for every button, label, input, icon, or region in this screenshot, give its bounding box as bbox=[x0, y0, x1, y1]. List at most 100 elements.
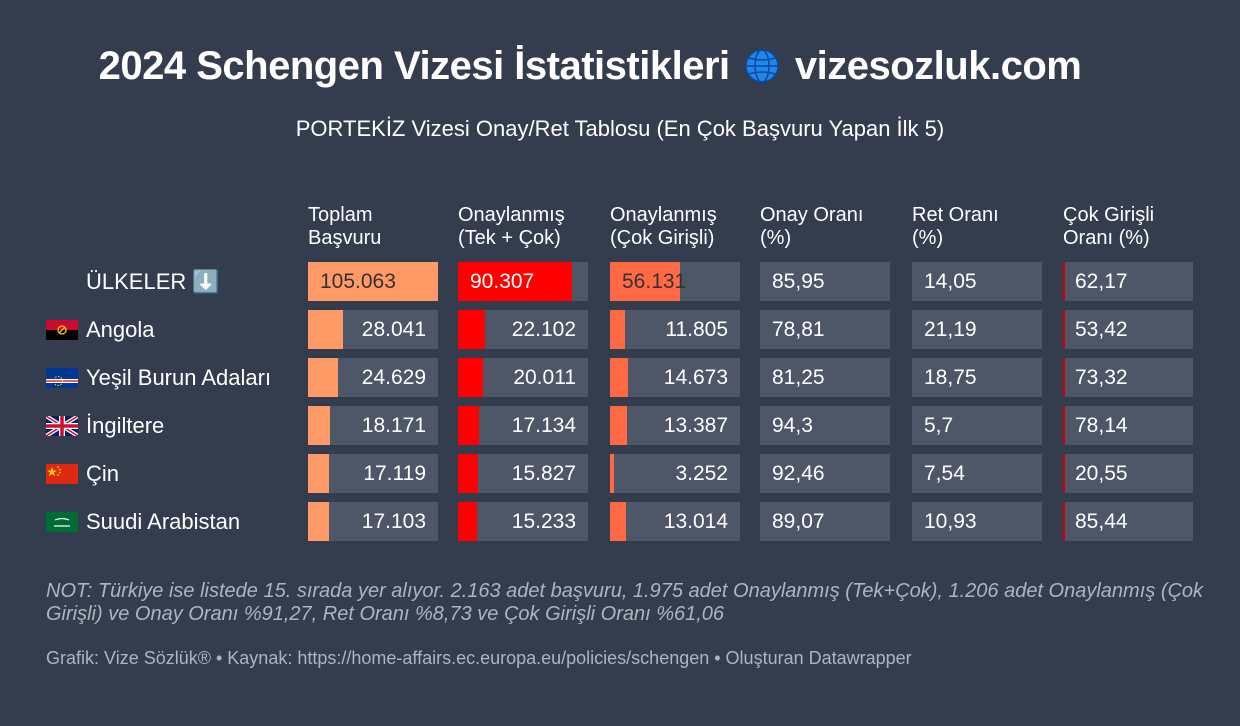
cell-value: 94,3 bbox=[772, 414, 813, 437]
title-text: 2024 Schengen Vizesi İstatistikleri bbox=[98, 44, 730, 88]
value-bar bbox=[610, 262, 681, 301]
cell-value: 89,07 bbox=[772, 510, 825, 533]
table-cell: 73,32 bbox=[1063, 358, 1193, 397]
row-label-text: Yeşil Burun Adaları bbox=[86, 365, 272, 390]
cell-value: 10,93 bbox=[924, 510, 977, 533]
table-cell: 78,81 bbox=[760, 310, 890, 349]
value-bar bbox=[308, 406, 331, 445]
value-bar bbox=[308, 358, 339, 397]
value-bar bbox=[458, 310, 486, 349]
table-cell: 13.387 bbox=[610, 406, 740, 445]
table-cell: 105.063 bbox=[308, 262, 438, 301]
cell-value: 85,44 bbox=[1075, 510, 1128, 533]
saudi-flag-icon bbox=[46, 512, 78, 532]
chart-subtitle: PORTEKİZ Vizesi Onay/Ret Tablosu (En Çok… bbox=[295, 116, 945, 141]
table-cell: 17.103 bbox=[308, 502, 438, 541]
cell-value: 53,42 bbox=[1075, 318, 1128, 341]
row-label: Angola bbox=[46, 310, 155, 350]
cell-value: 17.119 bbox=[363, 462, 426, 485]
column-header-line1: Toplam bbox=[308, 204, 373, 226]
column-header-line1: Onay Oranı bbox=[760, 204, 864, 226]
rate-marker bbox=[1063, 358, 1065, 397]
column-header-2: Onaylanmış (Tek + Çok) bbox=[458, 204, 608, 250]
row-label: Yeşil Burun Adaları bbox=[46, 358, 271, 398]
table-cell: 21,19 bbox=[912, 310, 1042, 349]
cell-value: 17.134 bbox=[511, 414, 576, 437]
value-bar bbox=[458, 502, 477, 541]
cell-value: 15.233 bbox=[511, 510, 576, 533]
cell-value: 11.805 bbox=[665, 318, 728, 341]
value-bar bbox=[308, 502, 330, 541]
cell-value: 5,7 bbox=[924, 414, 954, 437]
cell-value: 20.011 bbox=[513, 366, 576, 389]
cell-value: 62,17 bbox=[1075, 270, 1128, 293]
table-cell: 78,14 bbox=[1063, 406, 1193, 445]
row-label: Suudi Arabistan bbox=[46, 502, 240, 542]
rate-marker bbox=[1063, 406, 1065, 445]
cell-value: 14.673 bbox=[663, 366, 728, 389]
table-cell: 94,3 bbox=[760, 406, 890, 445]
table-cell: 15.233 bbox=[458, 502, 588, 541]
value-bar bbox=[458, 262, 573, 301]
row-label-text: Çin bbox=[86, 461, 120, 486]
rate-marker bbox=[1063, 454, 1065, 493]
table-cell: 18,75 bbox=[912, 358, 1042, 397]
uk-flag-icon bbox=[46, 416, 78, 436]
cell-value: 20,55 bbox=[1075, 462, 1128, 485]
footnote: NOT: Türkiye ise listede 15. sırada yer … bbox=[46, 580, 1204, 625]
table-cell: 92,46 bbox=[760, 454, 890, 493]
column-header-line2: Oranı (%) bbox=[1063, 227, 1150, 249]
table-cell: 85,95 bbox=[760, 262, 890, 301]
rate-marker bbox=[1063, 310, 1065, 349]
cell-value: 13.014 bbox=[663, 510, 728, 533]
value-bar bbox=[610, 406, 627, 445]
cell-value: 18.171 bbox=[361, 414, 426, 437]
column-header-line1: Ret Oranı bbox=[912, 204, 999, 226]
column-header-line2: Başvuru bbox=[308, 227, 382, 249]
column-header-line1: Onaylanmış bbox=[458, 204, 565, 226]
value-bar bbox=[308, 262, 438, 301]
cell-value: 17.103 bbox=[361, 510, 426, 533]
globe-icon bbox=[745, 49, 780, 83]
cell-value: 90.307 bbox=[470, 270, 535, 293]
table-cell: 81,25 bbox=[760, 358, 890, 397]
cell-value: 18,75 bbox=[924, 366, 977, 389]
angola-flag-icon bbox=[46, 320, 78, 340]
value-bar bbox=[458, 406, 480, 445]
table-cell: 56.131 bbox=[610, 262, 740, 301]
cell-value: 92,46 bbox=[772, 462, 825, 485]
column-header-line2: (Çok Girişli) bbox=[610, 227, 715, 249]
table-cell: 89,07 bbox=[760, 502, 890, 541]
cell-value: 105.063 bbox=[320, 270, 396, 293]
source-footer: Grafik: Vize Sözlük® • Kaynak: https://h… bbox=[46, 648, 912, 668]
cell-value: 73,32 bbox=[1075, 366, 1128, 389]
table-cell: 11.805 bbox=[610, 310, 740, 349]
cell-value: 28.041 bbox=[361, 318, 426, 341]
row-label: ÜLKELER ⬇️ bbox=[86, 262, 220, 302]
cell-value: 21,19 bbox=[924, 318, 977, 341]
value-bar bbox=[610, 502, 627, 541]
table-cell: 90.307 bbox=[458, 262, 588, 301]
table-cell: 85,44 bbox=[1063, 502, 1193, 541]
cell-value: 85,95 bbox=[772, 270, 825, 293]
cell-value: 7,54 bbox=[924, 462, 965, 485]
value-bar bbox=[308, 310, 343, 349]
column-header-line1: Çok Girişli bbox=[1063, 204, 1155, 226]
table-cell: 10,93 bbox=[912, 502, 1042, 541]
table-cell: 14,05 bbox=[912, 262, 1042, 301]
table-cell: 17.119 bbox=[308, 454, 438, 493]
column-header-5: Ret Oranı (%) bbox=[912, 204, 1062, 250]
column-header-line2: (Tek + Çok) bbox=[458, 227, 561, 249]
table-cell: 53,42 bbox=[1063, 310, 1193, 349]
table-cell: 5,7 bbox=[912, 406, 1042, 445]
cell-value: 14,05 bbox=[924, 270, 977, 293]
row-label: Çin bbox=[46, 454, 119, 494]
value-bar bbox=[458, 358, 483, 397]
table-cell: 24.629 bbox=[308, 358, 438, 397]
cell-value: 13.387 bbox=[663, 414, 728, 437]
cell-value: 78,14 bbox=[1075, 414, 1128, 437]
row-label-text: İngiltere bbox=[86, 413, 165, 438]
column-header-3: Onaylanmış (Çok Girişli) bbox=[610, 204, 760, 250]
table-cell: 13.014 bbox=[610, 502, 740, 541]
title-site: vizesozluk.com bbox=[794, 44, 1082, 88]
